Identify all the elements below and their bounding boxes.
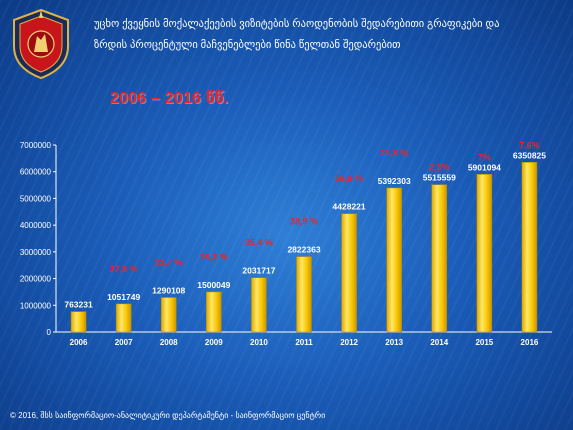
bar-2015 [476, 174, 493, 333]
bar-value-label: 6350825 [513, 150, 546, 160]
y-tick-label: 7000000 [20, 141, 52, 150]
x-tick-label: 2013 [385, 338, 403, 347]
y-tick-label: 2000000 [20, 275, 52, 284]
bar-2011 [296, 256, 312, 333]
growth-percent-label: 2,3% [429, 163, 450, 173]
bar-value-label: 2822363 [287, 245, 320, 255]
bar-2013 [386, 187, 402, 333]
growth-percent-label: 56,9 % [335, 174, 363, 184]
page-title-line-1: უცხო ქვეყნის მოქალაქეების ვიზიტების რაოდ… [94, 18, 500, 30]
georgian-police-emblem-icon [13, 8, 69, 80]
bar-chart: 0 1000000 2000000 3000000 4000000 5000000 6000… [20, 140, 552, 347]
year-range-heading: 2006 – 2016 წწ. [110, 90, 229, 107]
y-tick-label: 3000000 [20, 248, 52, 257]
bar-value-label: 1290108 [152, 286, 185, 296]
x-tick-label: 2014 [430, 338, 448, 347]
y-tick-label: 6000000 [20, 168, 52, 177]
x-tick-label: 2011 [295, 338, 313, 347]
growth-percent-label: 38,9 % [290, 217, 318, 227]
y-tick-label: 4000000 [20, 221, 52, 230]
bar-2014 [431, 184, 448, 333]
y-tick-label: 0 [47, 328, 52, 337]
bar-value-label: 1500049 [197, 280, 230, 290]
bar-2007 [115, 303, 132, 333]
x-tick-label: 2012 [340, 338, 358, 347]
bar-value-label: 5515559 [423, 173, 456, 183]
x-tick-label: 2006 [70, 338, 88, 347]
bar-2012 [341, 213, 357, 333]
growth-percent-label: 35,4 % [245, 238, 273, 248]
y-tick-label: 5000000 [20, 194, 52, 203]
growth-percent-label: 21,8 % [380, 148, 408, 158]
bar-2016 [521, 162, 538, 333]
bar-value-label: 5901094 [468, 162, 501, 172]
x-tick-label: 2008 [160, 338, 178, 347]
bar-value-label: 2031717 [242, 266, 275, 276]
growth-percent-label: 22,7 % [155, 258, 183, 268]
bar-value-label: 763231 [64, 300, 93, 310]
x-tick-label: 2015 [475, 338, 493, 347]
footer-copyright: © 2016, შსს საინფორმაციო-ანალიტიკური დეპ… [10, 411, 326, 420]
x-tick-label: 2016 [521, 338, 539, 347]
bar-2009 [206, 291, 222, 333]
bar-value-label: 4428221 [333, 202, 366, 212]
growth-percent-label: 16,3 % [200, 252, 228, 262]
bar-value-label: 5392303 [378, 176, 411, 186]
x-tick-label: 2010 [250, 338, 268, 347]
y-tick-label: 1000000 [20, 301, 52, 310]
growth-percent-label: 37,8 % [110, 264, 138, 274]
x-tick-label: 2009 [205, 338, 223, 347]
bar-2008 [160, 297, 177, 333]
x-tick-label: 2007 [115, 338, 133, 347]
bar-2010 [251, 277, 267, 333]
bar-2006 [70, 311, 87, 333]
page-title-line-2: ზრდის პროცენტული მაჩვენებლები წინა წელთა… [94, 39, 401, 51]
bar-value-label: 1051749 [107, 292, 140, 302]
growth-percent-label: 7.6% [519, 140, 540, 150]
growth-percent-label: 7% [478, 152, 491, 162]
